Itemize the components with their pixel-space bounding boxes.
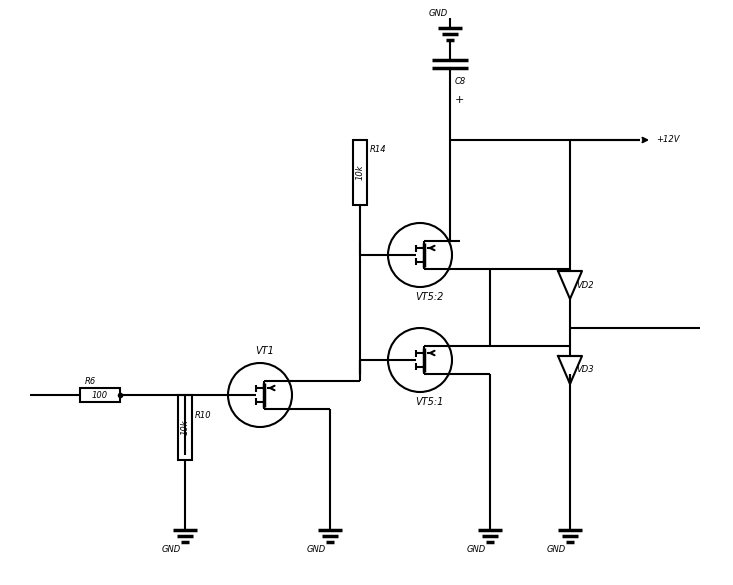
Text: VD2: VD2 [576, 280, 594, 290]
Bar [80, 388, 120, 402]
Text: 10k: 10k [356, 164, 364, 180]
Text: R6: R6 [85, 377, 96, 386]
Text: GND: GND [428, 9, 448, 19]
Text: 100: 100 [92, 391, 108, 400]
Text: C8: C8 [455, 77, 466, 87]
Text: +: + [455, 95, 465, 105]
Text: VT1: VT1 [255, 346, 274, 356]
Bar [178, 395, 192, 460]
Text: GND: GND [466, 545, 486, 555]
Text: VD3: VD3 [576, 366, 594, 374]
Text: +12V: +12V [656, 136, 679, 144]
Text: VT5:2: VT5:2 [415, 292, 443, 302]
Text: 10k: 10k [180, 419, 190, 435]
Text: GND: GND [306, 545, 325, 555]
Text: R10: R10 [195, 411, 212, 419]
Text: VT5:1: VT5:1 [415, 397, 443, 407]
Text: GND: GND [161, 545, 180, 555]
Bar [353, 140, 367, 205]
Text: GND: GND [546, 545, 566, 555]
Text: R14: R14 [370, 146, 386, 154]
